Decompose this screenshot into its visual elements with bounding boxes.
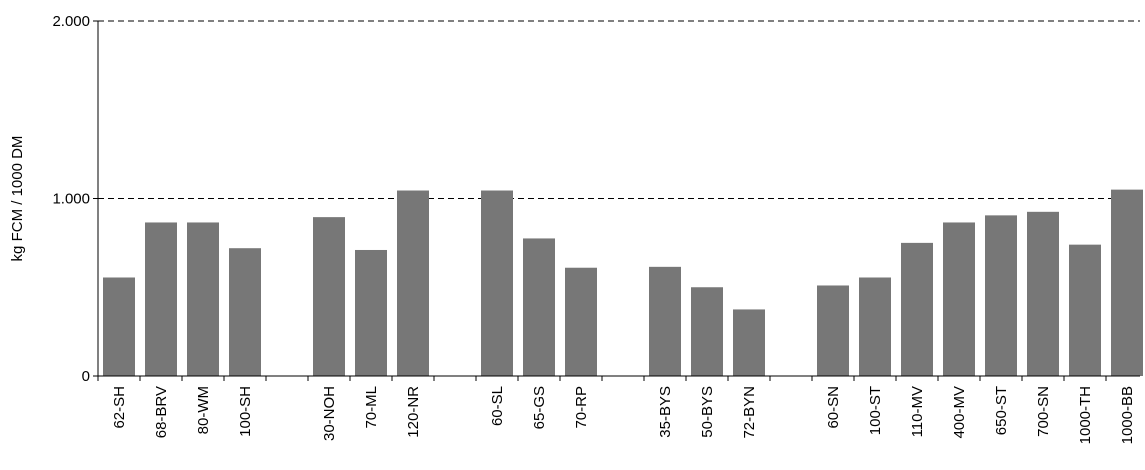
bar-110-MV <box>901 242 933 376</box>
x-tick-label-650-ST: 650-ST <box>993 386 1010 435</box>
x-tick-label-60-SN: 60-SN <box>825 386 842 429</box>
bar-60-SL <box>481 190 513 376</box>
bar-62-SH <box>103 277 135 376</box>
bar-700-SN <box>1027 211 1059 376</box>
x-tick-label-60-SL: 60-SL <box>489 386 506 426</box>
x-tick-label-68-BRV: 68-BRV <box>153 386 170 438</box>
bar-100-ST <box>859 277 891 376</box>
bar-400-MV <box>943 222 975 376</box>
x-tick-label-100-SH: 100-SH <box>237 386 254 437</box>
bar-72-BYN <box>733 309 765 376</box>
x-tick-label-70-RP: 70-RP <box>573 386 590 429</box>
bar-120-NR <box>397 190 429 376</box>
bar-80-WM <box>187 222 219 376</box>
x-axis-ticks: 62-SH 68-BRV 80-WM 100-SH 30-NOH 70-ML 120-NR 6… <box>97 376 1136 444</box>
bar-30-NOH <box>313 217 345 376</box>
bar-70-ML <box>355 249 387 376</box>
x-tick-label-30-NOH: 30-NOH <box>321 386 338 441</box>
x-tick-label-100-ST: 100-ST <box>867 386 884 435</box>
bar-60-SN <box>817 285 849 376</box>
x-tick-label-700-SN: 700-SN <box>1035 386 1052 437</box>
bar-65-GS <box>523 238 555 376</box>
x-tick-label-65-GS: 65-GS <box>531 386 548 429</box>
gridlines <box>98 20 1140 199</box>
x-tick-label-80-WM: 80-WM <box>195 386 212 434</box>
bar-1000-BB <box>1111 189 1143 376</box>
bars <box>103 189 1143 376</box>
x-tick-label-50-BYS: 50-BYS <box>699 386 716 438</box>
bar-1000-TH <box>1069 244 1101 376</box>
x-tick-label-1000-BB: 1000-BB <box>1119 386 1136 444</box>
y-tick-label-0: 0 <box>82 368 90 385</box>
bar-650-ST <box>985 215 1017 376</box>
bar-35-BYS <box>649 266 681 376</box>
y-axis-title: kg FCM / 1000 DM <box>9 136 26 262</box>
x-tick-label-1000-TH: 1000-TH <box>1077 386 1094 444</box>
x-tick-label-120-NR: 120-NR <box>405 386 422 438</box>
x-tick-label-400-MV: 400-MV <box>951 386 968 439</box>
bar-50-BYS <box>691 287 723 376</box>
bar-100-SH <box>229 248 261 376</box>
y-axis-ticks: 0 1.000 2.000 <box>52 13 98 385</box>
x-tick-label-70-ML: 70-ML <box>363 386 380 429</box>
x-tick-label-110-MV: 110-MV <box>909 386 926 437</box>
x-tick-label-72-BYN: 72-BYN <box>741 386 758 439</box>
bar-70-RP <box>565 267 597 376</box>
bar-68-BRV <box>145 222 177 376</box>
y-tick-label-2: 2.000 <box>52 13 90 30</box>
x-tick-label-35-BYS: 35-BYS <box>657 386 674 438</box>
x-tick-label-62-SH: 62-SH <box>111 386 128 429</box>
y-tick-label-1: 1.000 <box>52 191 90 208</box>
